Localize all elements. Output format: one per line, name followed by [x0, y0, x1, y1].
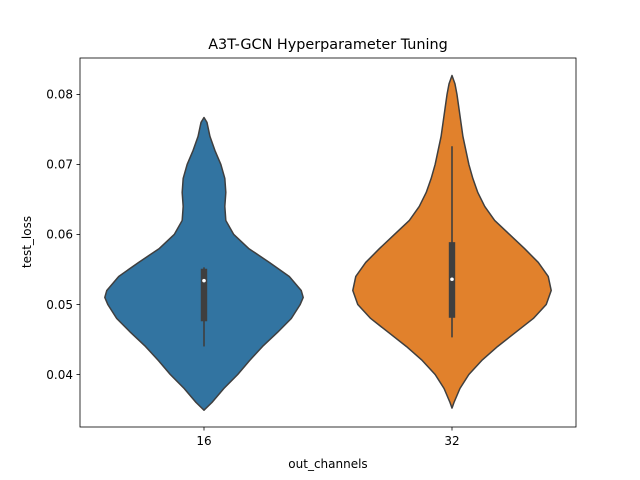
y-axis-label: test_loss: [20, 216, 34, 268]
median-dot-16: [202, 278, 206, 283]
violin-16: [104, 116, 304, 411]
y-tick-label: 0.08: [46, 88, 73, 102]
x-tick-label: 32: [444, 434, 459, 448]
y-tick-label: 0.04: [46, 368, 73, 382]
chart-title: A3T-GCN Hyperparameter Tuning: [208, 37, 448, 53]
y-tick-label: 0.07: [46, 158, 73, 172]
y-tick-label: 0.06: [46, 228, 73, 242]
iqr-box-16: [200, 268, 208, 322]
y-tick-label: 0.05: [46, 298, 73, 312]
plot-frame: [79, 57, 577, 428]
x-axis-label: out_channels: [288, 457, 367, 471]
x-tick-label: 16: [196, 434, 211, 448]
median-dot-32: [450, 277, 454, 282]
